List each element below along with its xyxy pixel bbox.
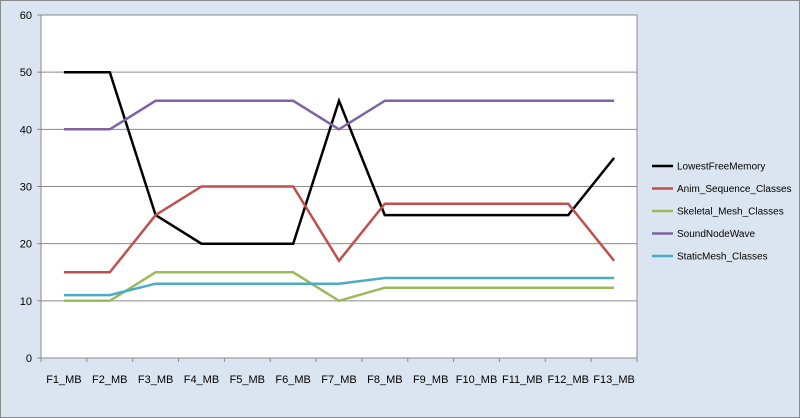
series-line [63,276,615,297]
x-axis: F1_MB F2_MB F3_MB F4_MB F5_MB F6_MB F7_MB F8_MB… [40,358,638,386]
y-tick-label: 40 [20,124,32,136]
x-tick-label: F11_MB [502,374,543,386]
series-line [63,185,616,274]
y-tick-label: 50 [20,67,32,79]
x-tick-label: F3_MB [138,374,173,386]
x-tick-label: F4_MB [184,374,219,386]
legend-label: Skeletal_Mesh_Classes [677,207,784,218]
series-line [63,99,615,131]
x-tick-label: F6_MB [275,374,310,386]
y-tick-label: 0 [26,353,32,365]
legend-label: StaticMesh_Classes [677,252,768,263]
series-line [63,271,615,303]
x-tick-label: F10_MB [456,374,498,386]
legend: LowestFreeMemory Anim_Sequence_Classes Ske… [652,162,792,263]
y-tick-label: 20 [20,239,32,251]
legend-label: Anim_Sequence_Classes [677,184,792,195]
x-tick-label: F12_MB [547,374,589,386]
gridlines [41,71,637,302]
series-lines [63,70,616,303]
x-tick-label: F5_MB [230,374,265,386]
y-tick-label: 60 [20,10,32,22]
x-tick-label: F13_MB [593,374,635,386]
x-tick-label: F1_MB [46,374,81,386]
legend-label: LowestFreeMemory [677,162,765,173]
x-tick-label: F8_MB [367,374,402,386]
x-tick-label: F2_MB [92,374,127,386]
y-tick-label: 30 [20,182,32,194]
y-tick-label: 10 [20,296,32,308]
x-tick-label: F7_MB [321,374,356,386]
legend-label: SoundNodeWave [677,229,755,240]
y-axis: 0 10 20 30 40 50 60 [20,10,41,365]
x-tick-label: F9_MB [413,374,448,386]
